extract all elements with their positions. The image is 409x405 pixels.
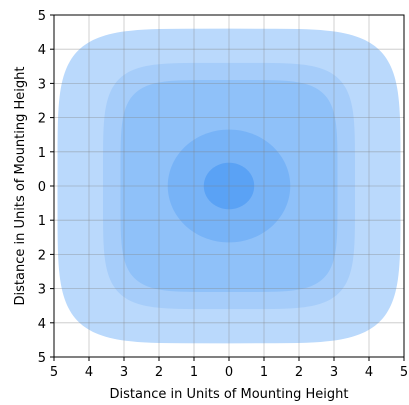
x-tick-label: 3: [120, 365, 128, 380]
contour-level-5: [203, 162, 255, 210]
x-axis-ticks: 5 4 3 2 1 0 1 2 3 4 5: [50, 357, 408, 380]
y-tick-label: 1: [38, 214, 46, 229]
contour-layers: [57, 28, 401, 344]
x-tick-label: 5: [50, 365, 58, 380]
x-tick-label: 1: [190, 365, 198, 380]
y-tick-label: 2: [38, 112, 46, 127]
y-tick-label: 1: [38, 146, 46, 161]
x-tick-label: 5: [400, 365, 408, 380]
x-tick-label: 1: [260, 365, 268, 380]
y-tick-label: 4: [38, 43, 46, 58]
x-tick-label: 3: [330, 365, 338, 380]
y-tick-label: 5: [38, 351, 46, 366]
x-tick-label: 4: [85, 365, 93, 380]
x-tick-label: 4: [365, 365, 373, 380]
x-axis-label: Distance in Units of Mounting Height: [110, 387, 349, 402]
x-tick-label: 0: [225, 365, 233, 380]
y-tick-label: 5: [38, 9, 46, 24]
y-tick-label: 3: [38, 283, 46, 298]
y-tick-label: 4: [38, 317, 46, 332]
y-tick-label: 3: [38, 77, 46, 92]
x-tick-label: 2: [295, 365, 303, 380]
y-axis-ticks: 5 4 3 2 1 0 1 2 3 4 5: [38, 9, 54, 366]
x-tick-label: 2: [155, 365, 163, 380]
y-axis-label: Distance in Units of Mounting Height: [13, 67, 28, 306]
grid-lines: [53, 14, 405, 358]
y-tick-label: 2: [38, 248, 46, 263]
y-tick-label: 0: [38, 180, 46, 195]
